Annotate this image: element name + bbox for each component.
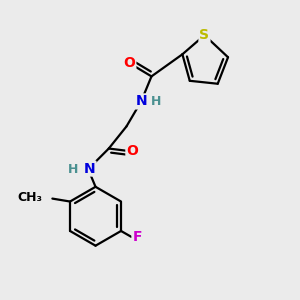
Text: H: H — [151, 95, 162, 108]
Text: O: O — [126, 145, 138, 158]
Text: O: O — [124, 56, 135, 70]
Text: H: H — [68, 163, 79, 176]
Text: F: F — [133, 230, 142, 244]
Text: CH₃: CH₃ — [17, 190, 42, 204]
Text: S: S — [200, 28, 209, 42]
Text: N: N — [84, 161, 95, 176]
Text: N: N — [135, 94, 147, 108]
